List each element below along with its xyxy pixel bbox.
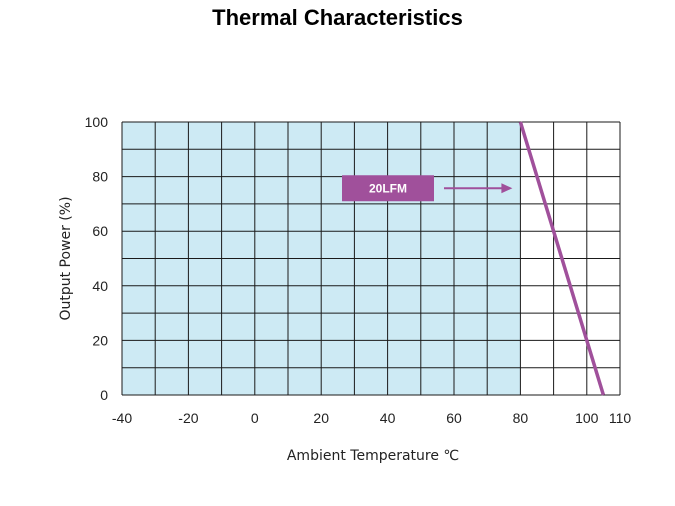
x-tick-label: -20 [178,410,198,426]
y-tick-label: 60 [92,223,108,239]
x-tick-label: 0 [251,410,259,426]
x-tick-label: 40 [380,410,396,426]
y-tick-label: 0 [100,387,108,403]
x-tick-label: 100 [575,410,599,426]
x-tick-label: 80 [513,410,529,426]
annotation-arrow-head [501,183,513,194]
x-tick-label: 20 [313,410,329,426]
x-tick-label: -40 [112,410,132,426]
y-tick-label: 80 [92,169,108,185]
annotation-label: 20LFM [369,181,407,195]
y-tick-label: 40 [92,278,108,294]
x-tick-label: 60 [446,410,462,426]
page-title: Thermal Characteristics [212,5,463,30]
y-tick-label: 100 [85,114,109,130]
x-axis-label: Ambient Temperature ℃ [287,448,459,464]
y-axis-label: Output Power (%) [58,196,74,320]
derating-line [518,121,606,396]
x-tick-label: 110 [609,410,632,426]
y-tick-label: 20 [92,332,108,348]
annotation-box [342,175,434,202]
